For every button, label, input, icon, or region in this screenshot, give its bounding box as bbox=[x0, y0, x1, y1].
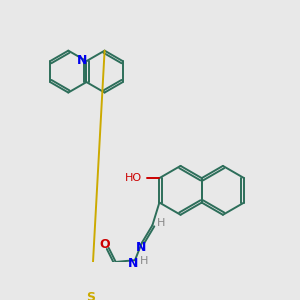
Text: N: N bbox=[136, 241, 146, 254]
Text: S: S bbox=[86, 291, 95, 300]
Text: HO: HO bbox=[125, 173, 142, 183]
Text: H: H bbox=[157, 218, 165, 228]
Text: N: N bbox=[77, 54, 87, 67]
Text: N: N bbox=[128, 257, 138, 270]
Text: H: H bbox=[140, 256, 148, 266]
Text: O: O bbox=[99, 238, 110, 251]
